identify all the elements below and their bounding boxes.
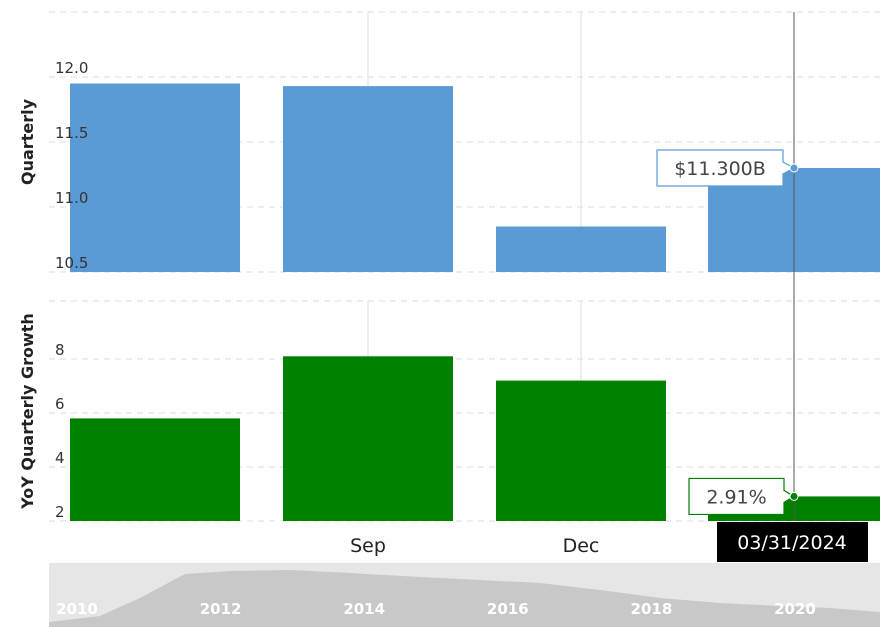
y-tick-label: 11.5 bbox=[55, 124, 88, 142]
y-tick-label: 10.5 bbox=[55, 254, 88, 272]
growth-y-ticks: 2 4 6 8 bbox=[55, 341, 65, 521]
quarterly-tooltip-text: $11.300B bbox=[674, 158, 766, 180]
navigator-year-label: 2018 bbox=[631, 600, 673, 618]
range-navigator[interactable]: 2010 2012 2014 2016 2018 2020 bbox=[49, 563, 880, 627]
y-tick-label: 12.0 bbox=[55, 59, 88, 77]
x-axis-labels: Sep Dec bbox=[350, 535, 599, 557]
quarterly-axis-label: Quarterly bbox=[18, 98, 37, 185]
growth-bar[interactable] bbox=[496, 380, 666, 521]
growth-bar[interactable] bbox=[283, 356, 453, 521]
quarterly-bar[interactable] bbox=[496, 226, 666, 273]
quarterly-bars bbox=[70, 83, 880, 273]
crosshair-date-text: 03/31/2024 bbox=[737, 532, 847, 554]
growth-tooltip: 2.91% bbox=[688, 477, 799, 516]
navigator-labels: 2010 2012 2014 2016 2018 2020 bbox=[56, 600, 816, 618]
navigator-year-label: 2010 bbox=[56, 600, 98, 618]
y-tick-label: 4 bbox=[55, 449, 65, 467]
growth-bars bbox=[70, 356, 880, 521]
x-tick-label: Sep bbox=[350, 535, 386, 557]
quarterly-tooltip: $11.300B bbox=[656, 149, 799, 187]
navigator-year-label: 2016 bbox=[487, 600, 529, 618]
growth-axis-label: YoY Quarterly Growth bbox=[18, 313, 37, 510]
crosshair-date-label: 03/31/2024 bbox=[717, 522, 868, 562]
y-tick-label: 6 bbox=[55, 395, 65, 413]
growth-tooltip-text: 2.91% bbox=[706, 486, 766, 508]
navigator-year-label: 2014 bbox=[343, 600, 385, 618]
growth-bar[interactable] bbox=[70, 418, 240, 521]
quarterly-bar[interactable] bbox=[70, 83, 240, 273]
navigator-year-label: 2012 bbox=[200, 600, 242, 618]
y-tick-label: 8 bbox=[55, 341, 65, 359]
x-tick-label: Dec bbox=[563, 535, 600, 557]
navigator-area bbox=[49, 570, 880, 627]
quarterly-y-ticks: 10.5 11.0 11.5 12.0 bbox=[55, 59, 88, 272]
quarterly-bar[interactable] bbox=[283, 86, 453, 272]
y-tick-label: 11.0 bbox=[55, 189, 88, 207]
navigator-year-label: 2020 bbox=[774, 600, 816, 618]
y-tick-label: 2 bbox=[55, 503, 65, 521]
